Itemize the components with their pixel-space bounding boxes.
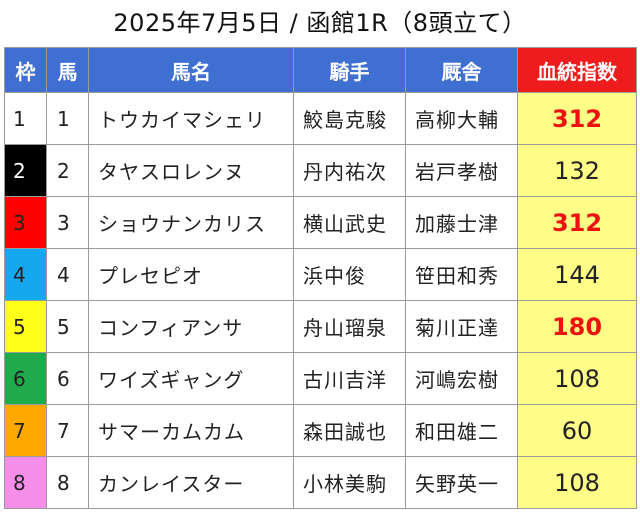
race-table: 枠 馬 馬名 騎手 厩舎 血統指数 1 1 トウカイマシェリ 鮫島克駿 高柳大輔… — [4, 47, 637, 509]
page-title: 2025年7月5日 / 函館1R（8頭立て） — [113, 9, 527, 37]
horse-name-cell: サマーカムカム — [88, 404, 294, 457]
waku-cell: 7 — [4, 404, 47, 457]
bloodline-index-cell: 108 — [517, 352, 637, 405]
table-row: 4 4 プレセピオ 浜中俊 笹田和秀 144 — [4, 248, 637, 301]
horse-name-cell: ワイズギャング — [88, 352, 294, 405]
table-row: 8 8 カンレイスター 小林美駒 矢野英一 108 — [4, 456, 637, 509]
header-horse-name: 馬名 — [88, 47, 294, 93]
waku-cell: 1 — [4, 92, 47, 145]
jockey-cell: 浜中俊 — [293, 248, 406, 301]
bloodline-index-cell: 144 — [517, 248, 637, 301]
bloodline-index-cell: 180 — [517, 300, 637, 353]
horse-name-cell: タヤスロレンヌ — [88, 144, 294, 197]
waku-cell: 2 — [4, 144, 47, 197]
header-umaban: 馬 — [46, 47, 89, 93]
jockey-cell: 横山武史 — [293, 196, 406, 249]
umaban-cell: 4 — [46, 248, 89, 301]
jockey-cell: 森田誠也 — [293, 404, 406, 457]
header-trainer: 厩舎 — [405, 47, 518, 93]
waku-cell: 3 — [4, 196, 47, 249]
umaban-cell: 5 — [46, 300, 89, 353]
bloodline-index-cell: 132 — [517, 144, 637, 197]
horse-name-cell: プレセピオ — [88, 248, 294, 301]
umaban-cell: 1 — [46, 92, 89, 145]
waku-cell: 6 — [4, 352, 47, 405]
bloodline-index-cell: 60 — [517, 404, 637, 457]
jockey-cell: 鮫島克駿 — [293, 92, 406, 145]
table-row: 3 3 ショウナンカリス 横山武史 加藤士津 312 — [4, 196, 637, 249]
waku-cell: 5 — [4, 300, 47, 353]
umaban-cell: 7 — [46, 404, 89, 457]
horse-name-cell: コンフィアンサ — [88, 300, 294, 353]
table-row: 7 7 サマーカムカム 森田誠也 和田雄二 60 — [4, 404, 637, 457]
table-row: 5 5 コンフィアンサ 舟山瑠泉 菊川正達 180 — [4, 300, 637, 353]
table-row: 1 1 トウカイマシェリ 鮫島克駿 高柳大輔 312 — [4, 92, 637, 145]
trainer-cell: 高柳大輔 — [405, 92, 518, 145]
waku-cell: 8 — [4, 456, 47, 509]
trainer-cell: 矢野英一 — [405, 456, 518, 509]
trainer-cell: 河嶋宏樹 — [405, 352, 518, 405]
header-bloodline-index: 血統指数 — [517, 47, 637, 93]
trainer-cell: 笹田和秀 — [405, 248, 518, 301]
jockey-cell: 丹内祐次 — [293, 144, 406, 197]
trainer-cell: 和田雄二 — [405, 404, 518, 457]
trainer-cell: 岩戸孝樹 — [405, 144, 518, 197]
umaban-cell: 3 — [46, 196, 89, 249]
jockey-cell: 小林美駒 — [293, 456, 406, 509]
table-row: 6 6 ワイズギャング 古川吉洋 河嶋宏樹 108 — [4, 352, 637, 405]
jockey-cell: 古川吉洋 — [293, 352, 406, 405]
horse-name-cell: トウカイマシェリ — [88, 92, 294, 145]
bloodline-index-cell: 312 — [517, 92, 637, 145]
waku-cell: 4 — [4, 248, 47, 301]
umaban-cell: 6 — [46, 352, 89, 405]
umaban-cell: 2 — [46, 144, 89, 197]
header-jockey: 騎手 — [293, 47, 406, 93]
bloodline-index-cell: 108 — [517, 456, 637, 509]
header-row: 枠 馬 馬名 騎手 厩舎 血統指数 — [4, 47, 637, 93]
trainer-cell: 加藤士津 — [405, 196, 518, 249]
table-row: 2 2 タヤスロレンヌ 丹内祐次 岩戸孝樹 132 — [4, 144, 637, 197]
horse-name-cell: ショウナンカリス — [88, 196, 294, 249]
bloodline-index-cell: 312 — [517, 196, 637, 249]
umaban-cell: 8 — [46, 456, 89, 509]
trainer-cell: 菊川正達 — [405, 300, 518, 353]
jockey-cell: 舟山瑠泉 — [293, 300, 406, 353]
horse-name-cell: カンレイスター — [88, 456, 294, 509]
header-waku: 枠 — [4, 47, 47, 93]
